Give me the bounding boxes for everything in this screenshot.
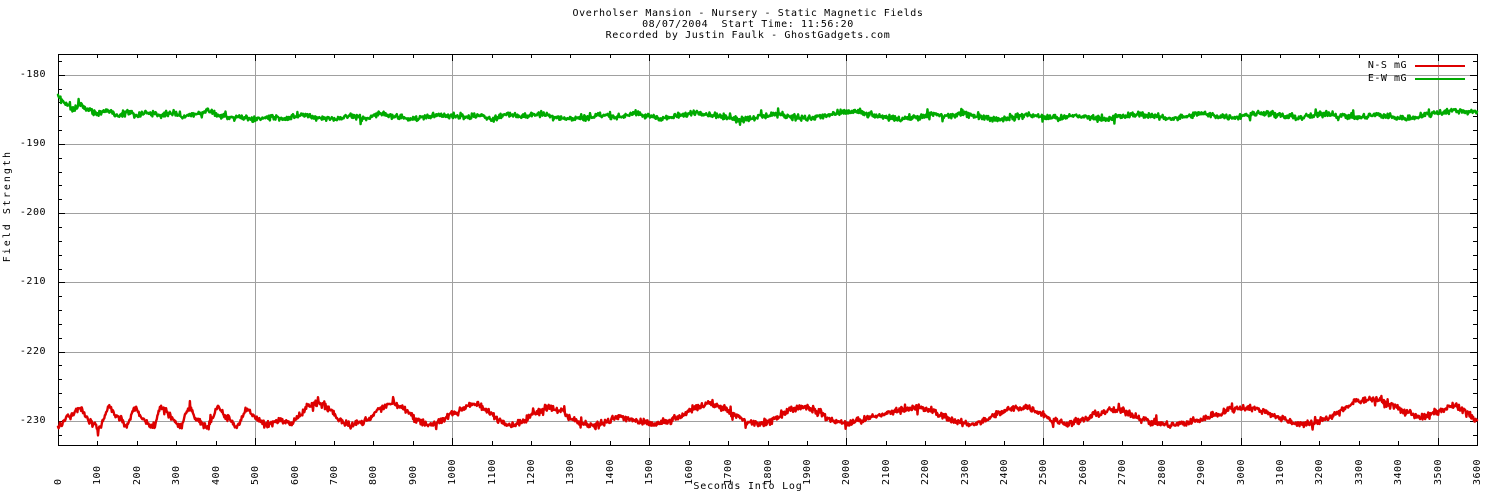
x-tick-label: 3100 bbox=[1274, 458, 1286, 485]
x-tick-label: 0 bbox=[53, 478, 64, 485]
x-tick-label: 2000 bbox=[841, 458, 853, 485]
y-tick-label: -190 bbox=[19, 137, 46, 149]
x-tick-label: 300 bbox=[171, 465, 183, 485]
x-tick-label: 2700 bbox=[1117, 458, 1129, 485]
y-axis-label: Field Strength bbox=[2, 150, 13, 263]
x-tick-label: 700 bbox=[328, 465, 340, 485]
x-tick-label: 1500 bbox=[644, 458, 656, 485]
x-tick-label: 400 bbox=[210, 465, 222, 485]
x-tick-label: 1700 bbox=[723, 458, 735, 485]
x-tick-label: 2100 bbox=[880, 458, 892, 485]
x-tick-label: 200 bbox=[131, 465, 143, 485]
series-line-ns bbox=[56, 394, 1479, 437]
x-tick-label: 1400 bbox=[604, 458, 616, 485]
x-tick-label: 1900 bbox=[801, 458, 813, 485]
x-tick-label: 600 bbox=[289, 465, 301, 485]
x-tick-label: 3400 bbox=[1393, 458, 1405, 485]
chart-title-block: Overholser Mansion - Nursery - Static Ma… bbox=[0, 8, 1496, 41]
x-tick-label: 1100 bbox=[486, 458, 498, 485]
x-tick-label: 3600 bbox=[1472, 458, 1483, 485]
x-tick-label: 3000 bbox=[1235, 458, 1247, 485]
x-tick-label: 1000 bbox=[447, 458, 459, 485]
y-tick-label: -210 bbox=[19, 276, 46, 288]
x-tick-label: 3200 bbox=[1314, 458, 1326, 485]
x-tick-label: 900 bbox=[407, 465, 419, 485]
x-tick-label: 2600 bbox=[1077, 458, 1089, 485]
x-tick-label: 1300 bbox=[565, 458, 577, 485]
y-tick-label: -220 bbox=[19, 345, 46, 357]
y-tick-label: -200 bbox=[19, 207, 46, 219]
chart-credit: Recorded by Justin Faulk - GhostGadgets.… bbox=[605, 30, 891, 41]
x-tick-label: 2900 bbox=[1196, 458, 1208, 485]
series-line-ew bbox=[56, 93, 1479, 127]
page-title: Overholser Mansion - Nursery - Static Ma… bbox=[572, 8, 924, 19]
y-tick-label: -180 bbox=[19, 68, 46, 80]
legend-label-ns: N-S mG bbox=[1367, 60, 1407, 71]
x-tick-label: 100 bbox=[92, 465, 104, 485]
x-axis-label: Seconds Into Log bbox=[693, 481, 803, 492]
x-tick-label: 1800 bbox=[762, 458, 774, 485]
x-tick-label: 2500 bbox=[1038, 458, 1050, 485]
x-tick-label: 1600 bbox=[683, 458, 695, 485]
legend-label-ew: E-W mG bbox=[1367, 73, 1407, 84]
x-tick-label: 1200 bbox=[526, 458, 537, 485]
x-tick-label: 800 bbox=[368, 465, 380, 485]
x-tick-label: 3300 bbox=[1353, 458, 1365, 485]
x-tick-label: 3500 bbox=[1432, 458, 1444, 485]
x-tick-label: 2400 bbox=[999, 458, 1010, 485]
chart-subtitle: 08/07/2004 Start Time: 11:56:20 bbox=[642, 19, 854, 30]
legend-swatch-ew bbox=[1415, 78, 1465, 80]
legend-swatch-ns bbox=[1415, 65, 1465, 67]
x-tick-label: 2300 bbox=[959, 458, 971, 485]
x-tick-label: 2200 bbox=[920, 458, 932, 485]
x-tick-label: 2800 bbox=[1156, 458, 1168, 485]
y-tick-label: -230 bbox=[19, 414, 46, 426]
x-tick-label: 500 bbox=[250, 465, 262, 485]
